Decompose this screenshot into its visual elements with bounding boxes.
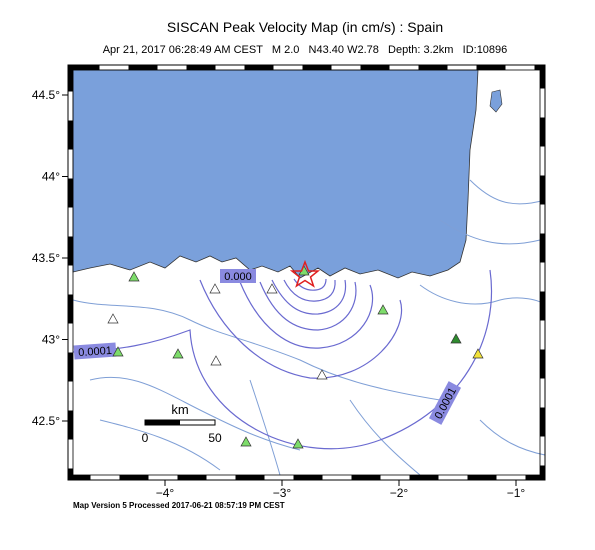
stations: [107, 265, 484, 449]
lat-tick-label: 43°: [42, 333, 60, 347]
contour-label: 0.000: [224, 271, 252, 283]
contours: [72, 269, 493, 450]
map-subtitle: Apr 21, 2017 06:28:49 AM CEST M 2.0 N43.…: [103, 44, 508, 56]
footer: Map Version 5 Processed 2017-06-21 08:57…: [73, 501, 285, 510]
contour-label-box: [428, 381, 462, 425]
lake: [489, 89, 503, 113]
lon-tick-label: −1°: [507, 486, 526, 500]
contour-label-box: [73, 342, 117, 360]
lon-tick-label: −2°: [390, 486, 409, 500]
frame-band: [68, 65, 545, 480]
lon-tick-label: −3°: [273, 486, 292, 500]
scale-unit: km: [171, 402, 188, 417]
lat-tick-label: 44°: [42, 170, 60, 184]
map-area: 0.0001 0.000 0.0001 km 0 50: [67, 64, 546, 481]
scale-start: 0: [142, 431, 149, 445]
scale-bar: km 0 50: [142, 402, 222, 445]
lat-tick-label: 43.5°: [32, 251, 60, 265]
contour-label: 0.0001: [78, 345, 112, 359]
scale-end: 50: [208, 431, 222, 445]
lat-tick-label: 44.5°: [32, 88, 60, 102]
lat-tick-label: 42.5°: [32, 414, 60, 428]
map-title: SISCAN Peak Velocity Map (in cm/s) : Spa…: [167, 19, 443, 35]
lon-tick-label: −4°: [156, 486, 175, 500]
inner-frame: [72, 69, 541, 476]
contour-label-box: [220, 269, 256, 283]
sea: [72, 69, 479, 279]
contour-labels: 0.0001 0.000 0.0001: [73, 269, 462, 425]
epicenter: [289, 259, 321, 288]
